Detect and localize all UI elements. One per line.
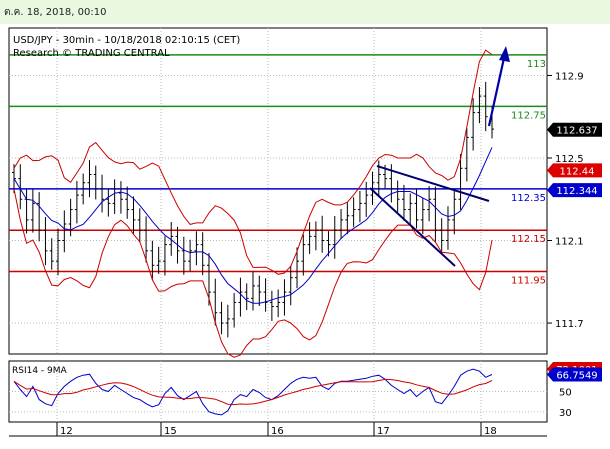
y-tick-label: 111.7 xyxy=(555,319,584,330)
x-tick-label: 17 xyxy=(377,426,390,437)
candles-group xyxy=(12,81,494,338)
rsi-line xyxy=(13,368,493,416)
date-time-label: ต.ค. 18, 2018, 00:10 xyxy=(4,7,107,18)
y-tick-label: 112.9 xyxy=(555,71,584,82)
level-label: 113 xyxy=(527,59,546,70)
top-bar: ต.ค. 18, 2018, 00:10 xyxy=(0,0,610,24)
x-tick-label: 18 xyxy=(484,426,497,437)
level-label: 111.95 xyxy=(511,275,546,286)
rsi-plot-frame xyxy=(8,360,548,423)
price-tag-label: 112.637 xyxy=(556,126,597,137)
main-plot-frame xyxy=(8,27,548,355)
chart-title: USD/JPY - 30min - 10/18/2018 02:10:15 (C… xyxy=(13,35,241,46)
forecast-arrow-line xyxy=(487,57,506,127)
chart-credit: Research © TRADING CENTRAL xyxy=(13,48,170,59)
rsi-y-tick-label: 50 xyxy=(559,388,572,399)
rsi-price-tag: 66.7549 xyxy=(547,367,602,382)
price-tag-label: 112.44 xyxy=(560,166,595,177)
price-tag-label: 66.7549 xyxy=(556,370,597,381)
level-label: 112.35 xyxy=(511,193,546,204)
price-tag: 112.344 xyxy=(547,183,602,198)
bollinger-lower-line xyxy=(13,188,493,358)
rsi-y-tick-label: 30 xyxy=(559,408,572,419)
price-tag-bg xyxy=(547,163,602,178)
trend-line-upper xyxy=(376,165,490,202)
price-tag-bg xyxy=(547,183,602,198)
x-tick-label: 12 xyxy=(60,426,73,437)
price-tag-bg xyxy=(547,122,602,137)
moving-average-line xyxy=(13,147,493,304)
rsi-title: RSI14 - 9MA xyxy=(12,366,68,376)
y-tick-label: 112.1 xyxy=(555,237,584,248)
y-tick-label: 112.5 xyxy=(555,154,584,165)
rsi-ma-line xyxy=(13,378,493,406)
level-label: 112.15 xyxy=(511,234,546,245)
trend-line-lower xyxy=(369,187,456,267)
price-tag-label: 112.344 xyxy=(556,186,597,197)
bollinger-upper-line xyxy=(13,49,493,275)
price-tag-bg xyxy=(547,367,602,382)
x-tick-label: 16 xyxy=(271,426,284,437)
price-tag: 112.44 xyxy=(547,163,602,178)
level-label: 112.75 xyxy=(511,110,546,121)
x-tick-label: 15 xyxy=(164,426,177,437)
price-tag: 112.637 xyxy=(547,122,602,137)
forecast-arrow-head xyxy=(499,46,510,62)
